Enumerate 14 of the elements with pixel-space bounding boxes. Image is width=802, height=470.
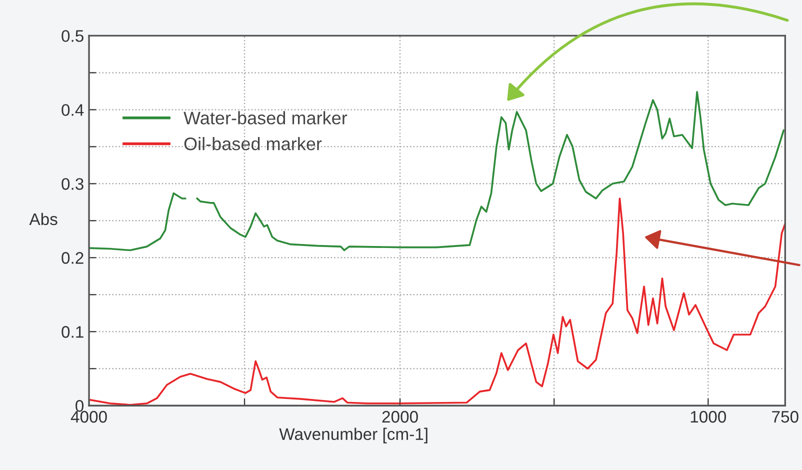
y-tick-label: 0.4 (62, 104, 84, 116)
x-tick-label: 2000 (382, 410, 418, 423)
x-tick-label: 4000 (70, 410, 107, 423)
legend-label: Water-based marker (184, 111, 348, 124)
legend-label: Oil-based marker (184, 137, 322, 150)
x-tick-label: 1000 (690, 410, 726, 423)
x-axis-title: Wavenumber [cm-1] (279, 428, 428, 444)
y-tick-label: 0.5 (62, 30, 84, 42)
y-tick-label: 0.1 (62, 326, 84, 338)
y-axis-title: Abs (29, 212, 58, 226)
y-tick-label: 0 (76, 400, 84, 412)
y-tick-label: 0.3 (62, 178, 84, 190)
x-tick-label: 750 (772, 410, 798, 423)
y-tick-label: 0.2 (62, 252, 84, 264)
